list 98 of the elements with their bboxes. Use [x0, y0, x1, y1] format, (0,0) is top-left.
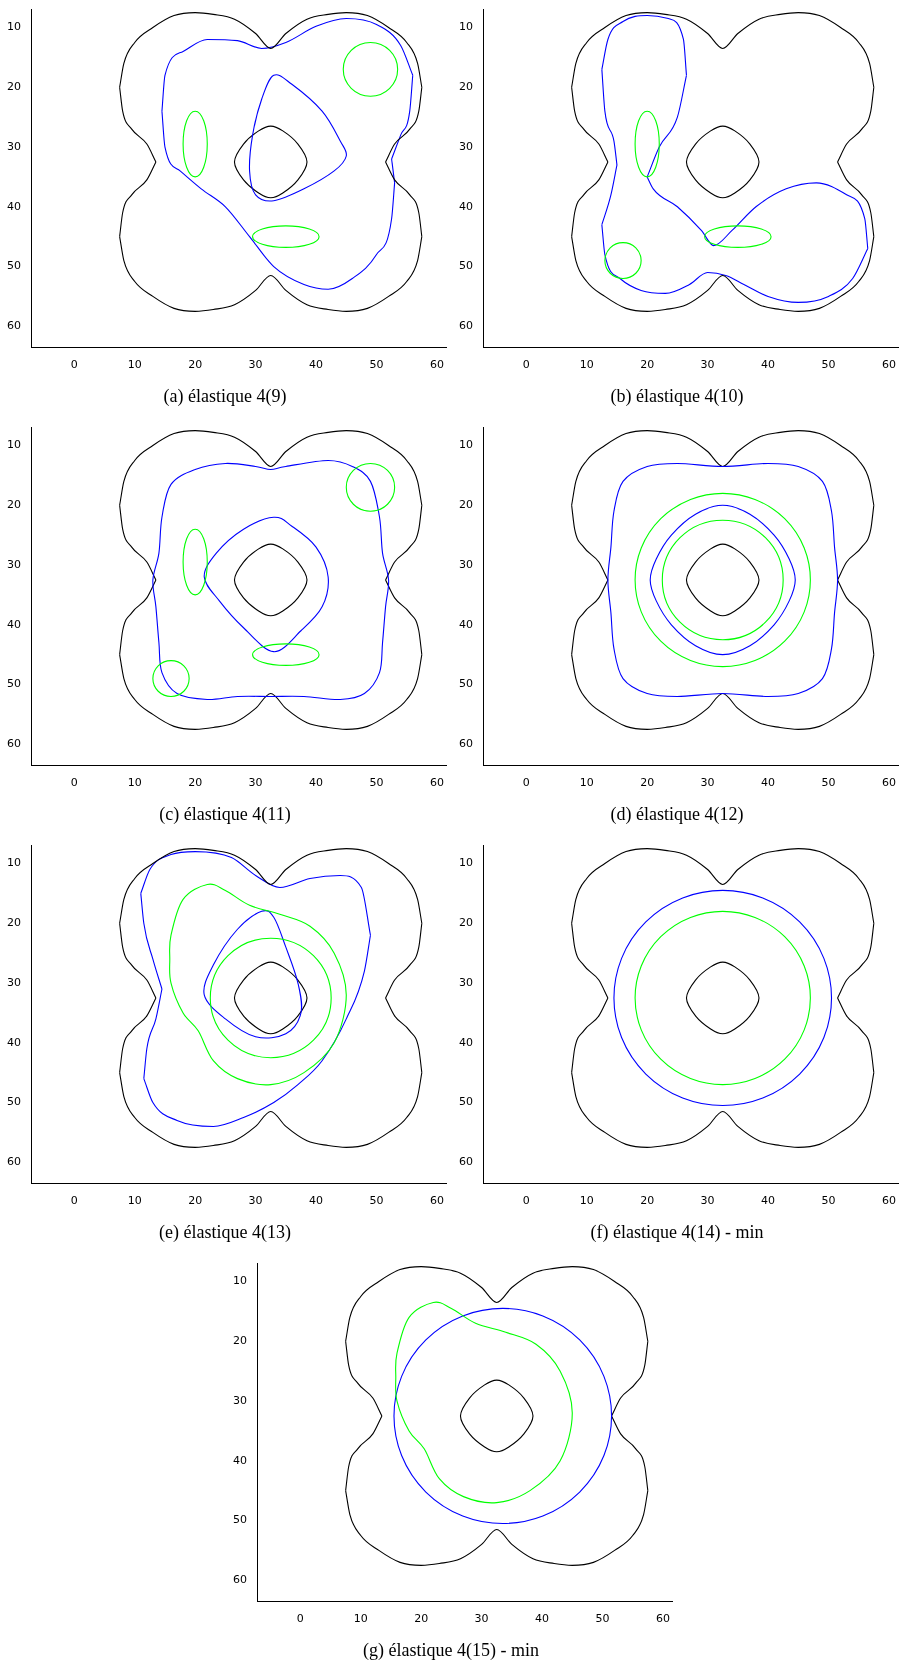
- x-tick-label: 40: [761, 775, 776, 789]
- x-tick-label: 30: [700, 1193, 715, 1207]
- x-tick-label: 60: [429, 775, 444, 789]
- x-tick-label: 30: [248, 775, 263, 789]
- x-tick-label: 20: [640, 1193, 655, 1207]
- y-tick-label: 40: [459, 199, 473, 213]
- x-tick-label: 0: [70, 775, 78, 789]
- y-tick-label: 60: [459, 737, 473, 751]
- y-tick-label: 30: [7, 975, 21, 989]
- y-tick-label: 10: [7, 438, 21, 452]
- x-tick-label: 0: [522, 775, 530, 789]
- y-tick-label: 60: [233, 1573, 247, 1587]
- y-tick-label: 30: [459, 975, 473, 989]
- x-tick-label: 60: [881, 775, 896, 789]
- y-tick-label: 60: [7, 319, 21, 333]
- x-tick-label: 30: [474, 1611, 489, 1625]
- y-tick-label: 50: [459, 1095, 473, 1109]
- x-tick-label: 20: [640, 357, 655, 371]
- x-tick-label: 0: [522, 1193, 530, 1207]
- y-tick-label: 30: [7, 557, 21, 571]
- x-tick-label: 40: [309, 357, 324, 371]
- x-tick-label: 50: [369, 357, 384, 371]
- x-tick-label: 60: [429, 1193, 444, 1207]
- x-tick-label: 0: [70, 1193, 78, 1207]
- x-tick-label: 30: [248, 1193, 263, 1207]
- y-tick-label: 20: [7, 80, 21, 94]
- x-tick-label: 50: [821, 357, 836, 371]
- x-tick-label: 40: [535, 1611, 550, 1625]
- x-tick-label: 50: [821, 1193, 836, 1207]
- text: (e) élastique 4(13): [159, 1221, 291, 1243]
- text: (f) élastique 4(14) - min: [590, 1221, 764, 1243]
- x-tick-label: 10: [127, 775, 142, 789]
- y-tick-label: 40: [459, 617, 473, 631]
- y-tick-label: 10: [233, 1274, 247, 1288]
- x-tick-label: 20: [414, 1611, 429, 1625]
- y-tick-label: 40: [7, 199, 21, 213]
- y-tick-label: 20: [7, 498, 21, 512]
- x-tick-label: 40: [309, 775, 324, 789]
- y-tick-label: 30: [459, 139, 473, 153]
- x-tick-label: 0: [522, 357, 530, 371]
- y-tick-label: 40: [7, 617, 21, 631]
- x-tick-label: 60: [429, 357, 444, 371]
- y-tick-label: 50: [7, 677, 21, 691]
- y-tick-label: 30: [7, 139, 21, 153]
- x-tick-label: 20: [188, 1193, 203, 1207]
- x-tick-label: 50: [821, 775, 836, 789]
- text: (b) élastique 4(10): [610, 385, 744, 407]
- text: (c) élastique 4(11): [159, 803, 291, 825]
- text: (a) élastique 4(9): [163, 385, 287, 407]
- y-tick-label: 10: [459, 20, 473, 34]
- y-tick-label: 50: [459, 259, 473, 273]
- y-tick-label: 20: [233, 1334, 247, 1348]
- y-tick-label: 30: [233, 1393, 247, 1407]
- y-tick-label: 60: [7, 1155, 21, 1169]
- x-tick-label: 10: [127, 1193, 142, 1207]
- x-tick-label: 20: [188, 357, 203, 371]
- y-tick-label: 60: [7, 737, 21, 751]
- y-tick-label: 20: [459, 498, 473, 512]
- text: (d) élastique 4(12): [610, 803, 744, 825]
- y-tick-label: 10: [459, 438, 473, 452]
- y-tick-label: 30: [459, 557, 473, 571]
- x-tick-label: 20: [188, 775, 203, 789]
- x-tick-label: 10: [353, 1611, 368, 1625]
- y-tick-label: 20: [459, 916, 473, 930]
- x-tick-label: 50: [369, 775, 384, 789]
- x-tick-label: 50: [369, 1193, 384, 1207]
- text: (g) élastique 4(15) - min: [363, 1639, 539, 1661]
- y-tick-label: 50: [7, 259, 21, 273]
- y-tick-label: 10: [459, 856, 473, 870]
- y-tick-label: 60: [459, 319, 473, 333]
- x-tick-label: 0: [296, 1611, 304, 1625]
- x-tick-label: 60: [881, 357, 896, 371]
- y-tick-label: 50: [233, 1513, 247, 1527]
- x-tick-label: 0: [70, 357, 78, 371]
- y-tick-label: 20: [7, 916, 21, 930]
- y-tick-label: 50: [7, 1095, 21, 1109]
- x-tick-label: 10: [579, 1193, 594, 1207]
- y-tick-label: 10: [7, 20, 21, 34]
- x-tick-label: 60: [881, 1193, 896, 1207]
- x-tick-label: 10: [579, 357, 594, 371]
- x-tick-label: 60: [655, 1611, 670, 1625]
- x-tick-label: 30: [700, 357, 715, 371]
- x-tick-label: 50: [595, 1611, 610, 1625]
- x-tick-label: 40: [761, 1193, 776, 1207]
- x-tick-label: 40: [309, 1193, 324, 1207]
- x-tick-label: 30: [248, 357, 263, 371]
- x-tick-label: 20: [640, 775, 655, 789]
- y-tick-label: 10: [7, 856, 21, 870]
- x-tick-label: 10: [579, 775, 594, 789]
- y-tick-label: 60: [459, 1155, 473, 1169]
- x-tick-label: 10: [127, 357, 142, 371]
- y-tick-label: 50: [459, 677, 473, 691]
- y-tick-label: 40: [459, 1035, 473, 1049]
- x-tick-label: 30: [700, 775, 715, 789]
- y-tick-label: 40: [7, 1035, 21, 1049]
- x-tick-label: 40: [761, 357, 776, 371]
- y-tick-label: 20: [459, 80, 473, 94]
- y-tick-label: 40: [233, 1453, 247, 1467]
